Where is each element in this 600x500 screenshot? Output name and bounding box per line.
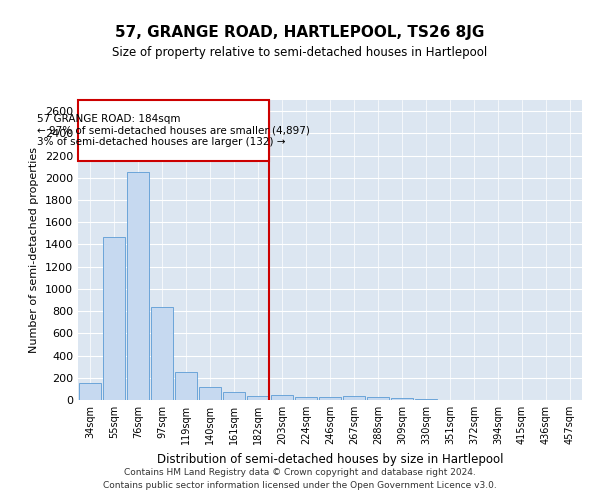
- Bar: [175, 372, 197, 400]
- Bar: [127, 172, 149, 400]
- Text: Size of property relative to semi-detached houses in Hartlepool: Size of property relative to semi-detach…: [112, 46, 488, 59]
- Bar: [271, 395, 293, 400]
- Bar: [319, 396, 341, 400]
- Y-axis label: Number of semi-detached properties: Number of semi-detached properties: [29, 147, 40, 353]
- Text: Contains public sector information licensed under the Open Government Licence v3: Contains public sector information licen…: [103, 480, 497, 490]
- Bar: [391, 398, 413, 400]
- X-axis label: Distribution of semi-detached houses by size in Hartlepool: Distribution of semi-detached houses by …: [157, 452, 503, 466]
- Text: 57, GRANGE ROAD, HARTLEPOOL, TS26 8JG: 57, GRANGE ROAD, HARTLEPOOL, TS26 8JG: [115, 25, 485, 40]
- Bar: [79, 384, 101, 400]
- Bar: [103, 236, 125, 400]
- Bar: [199, 387, 221, 400]
- Bar: [151, 306, 173, 400]
- Bar: [247, 396, 269, 400]
- Bar: [295, 396, 317, 400]
- Bar: [223, 392, 245, 400]
- Bar: [343, 396, 365, 400]
- Bar: [78, 100, 269, 161]
- Text: 57 GRANGE ROAD: 184sqm
← 97% of semi-detached houses are smaller (4,897)
3% of s: 57 GRANGE ROAD: 184sqm ← 97% of semi-det…: [37, 114, 310, 147]
- Bar: [367, 396, 389, 400]
- Text: Contains HM Land Registry data © Crown copyright and database right 2024.: Contains HM Land Registry data © Crown c…: [124, 468, 476, 477]
